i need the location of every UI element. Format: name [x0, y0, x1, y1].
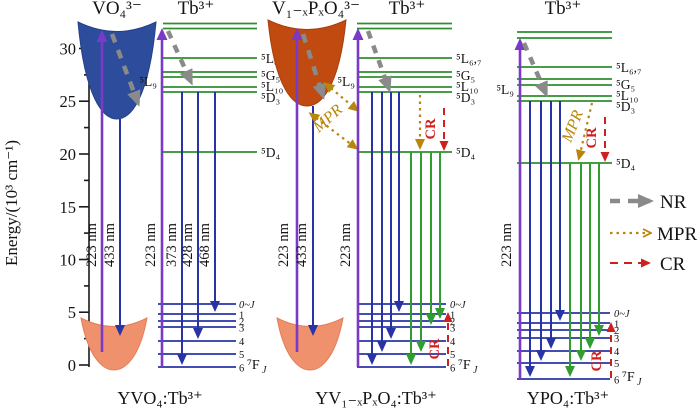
label-7f3: 3 — [450, 324, 455, 335]
label-7f3: 3 — [239, 324, 244, 335]
legend-mpr-label: MPR — [657, 224, 697, 245]
label-223nm-tb: 223 nm — [499, 222, 515, 267]
label-223nm-tb: 223 nm — [338, 222, 354, 267]
nr-arrow-in-parabola — [109, 33, 141, 107]
label-7f0: 0~J — [239, 300, 256, 311]
host-title-vpo4: V₁₋ₓPₓO₄³⁻ — [272, 0, 360, 19]
mpr-arrow-upper — [323, 82, 360, 112]
cr-label-upper: CR — [584, 127, 600, 148]
label-5l9: ⁵L₉ — [496, 82, 514, 97]
tick-label-20: 20 — [60, 145, 77, 164]
label-7f1: 1 — [239, 311, 244, 322]
tick-label-15: 15 — [60, 198, 77, 217]
vpo4-ground-state-parabola — [276, 317, 344, 371]
label-5d3: ⁵D₃ — [616, 99, 635, 114]
label-5d4: ⁵D₄ — [261, 145, 280, 160]
ion-title-tb: Tb³⁺ — [389, 0, 426, 19]
tick-label-5: 5 — [68, 303, 76, 322]
caption-ypo4: YPO₄:Tb³⁺ — [527, 388, 609, 408]
cr-label-lower: CR — [589, 350, 605, 371]
label-7f0: 0~J — [614, 309, 631, 320]
nr-arrow-tb — [521, 42, 549, 98]
label-7f-term: ⁷F — [247, 358, 260, 373]
label-7f0: 0~J — [450, 300, 467, 311]
label-5d4: ⁵D₄ — [456, 145, 475, 160]
label-7f1: 1 — [614, 320, 619, 331]
legend-nr-label: NR — [660, 192, 687, 213]
label-223nm-tb: 223 nm — [143, 222, 159, 267]
mpr-arrow-5l10-5d4 — [575, 102, 594, 161]
y-axis-title: Energy/(10³ cm⁻¹) — [2, 140, 21, 266]
label-433nm: 433 nm — [294, 222, 310, 267]
vo4-ground-state-parabola — [80, 317, 148, 371]
label-7f5: 5 — [450, 350, 455, 361]
label-5l67: ⁵L₆,₇ — [456, 51, 482, 66]
label-7f5: 5 — [239, 350, 244, 361]
label-7f-term: ⁷F — [622, 370, 635, 385]
label-7f6: 6 — [450, 364, 455, 375]
label-7f6: 6 — [614, 376, 619, 387]
tick-label-10: 10 — [60, 251, 77, 270]
label-7f-term: ⁷F — [458, 358, 471, 373]
legend-cr-label: CR — [660, 254, 686, 275]
label-7f3: 3 — [614, 334, 619, 345]
host-title-vo4: VO₄³⁻ — [92, 0, 142, 19]
ion-title-tb: Tb³⁺ — [178, 0, 215, 19]
caption-yvpo4: YV₁₋ₓPₓO₄:Tb³⁺ — [315, 388, 436, 408]
label-7f-term-sub: J — [262, 365, 267, 376]
label-7f1: 1 — [450, 311, 455, 322]
label-5l9: ⁵L₉ — [139, 74, 157, 89]
cr-label-upper: CR — [423, 118, 439, 139]
tick-label-25: 25 — [60, 92, 77, 111]
nr-arrow-tb — [365, 30, 392, 93]
nr-arrow-tb — [165, 30, 194, 86]
nr-arrow-in-parabola — [300, 33, 326, 100]
label-7f6: 6 — [239, 364, 244, 375]
label-5l10: ⁵L₁₀ — [261, 79, 284, 94]
tick-label-0: 0 — [68, 356, 76, 375]
label-223nm-host: 223 nm — [276, 222, 292, 267]
panel-yvpo4: V₁₋ₓPₓO₄³⁻ Tb³⁺ 223 nm 433 nm MPR C — [267, 0, 482, 408]
label-7f-term-sub: J — [473, 365, 478, 376]
label-5l67: ⁵L₆,₇ — [616, 60, 642, 75]
label-468nm: 468 nm — [197, 222, 213, 267]
label-7f4: 4 — [614, 347, 620, 358]
label-7f2: 2 — [450, 317, 455, 328]
label-428nm: 428 nm — [180, 222, 196, 267]
label-5g5: ⁵G₅ — [261, 68, 280, 83]
label-5l9: ⁵L₉ — [337, 74, 355, 89]
label-7f4: 4 — [239, 337, 245, 348]
mpr-label: MPR — [309, 101, 346, 136]
label-5d3: ⁵D₃ — [456, 90, 475, 105]
label-5d4: ⁵D₄ — [616, 156, 635, 171]
label-7f2: 2 — [239, 317, 244, 328]
label-7f5: 5 — [614, 359, 619, 370]
mpr-label: MPR — [558, 108, 587, 146]
panel-yvo4: VO₄³⁻ Tb³⁺ 223 nm 433 nm 223 nm 373 nm — [77, 0, 287, 408]
mpr-arrow-lower — [308, 112, 359, 150]
label-7f-term-sub: J — [637, 377, 642, 388]
label-433nm: 433 nm — [102, 222, 118, 267]
cr-label-lower: CR — [427, 338, 443, 359]
y-axis: 30 25 20 15 10 5 0 Energy/(10³ cm⁻¹) — [2, 40, 90, 375]
label-7f4: 4 — [450, 337, 456, 348]
legend: NR MPR CR — [610, 192, 697, 275]
label-5l10: ⁵L₁₀ — [616, 88, 639, 103]
label-5g5: ⁵G₅ — [616, 77, 635, 92]
label-5g5: ⁵G₅ — [456, 68, 475, 83]
label-373nm: 373 nm — [164, 222, 180, 267]
ion-title-tb: Tb³⁺ — [545, 0, 582, 19]
label-5d3: ⁵D₃ — [261, 90, 280, 105]
label-223nm-host: 223 nm — [84, 222, 100, 267]
label-7f2: 2 — [614, 326, 619, 337]
panel-ypo4: Tb³⁺ 223 nm MPR CR CR ⁵L₉ ⁵L₆,₇ — [496, 0, 642, 408]
label-5l10: ⁵L₁₀ — [456, 79, 479, 94]
tick-label-30: 30 — [60, 40, 77, 59]
caption-yvo4: YVO₄:Tb³⁺ — [117, 388, 202, 408]
